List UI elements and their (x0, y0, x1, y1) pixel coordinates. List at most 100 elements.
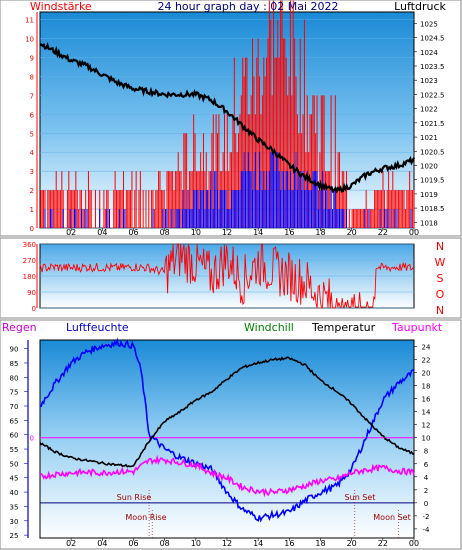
y-humidity-tick-label: 50 (10, 460, 19, 468)
y-humidity-tick-label: 70 (10, 403, 19, 411)
y-humidity-tick-label: 85 (10, 360, 19, 368)
y-left-tick-label: 11 (25, 17, 34, 25)
y-tick-label: 0 (32, 305, 36, 313)
direction-label: N (436, 304, 444, 317)
y-left-tick-label: 3 (30, 168, 34, 176)
y-left-tick-label: 9 (30, 54, 34, 62)
y-temp-tick-label: -4 (423, 526, 431, 534)
x-tick-label: 22 (378, 539, 388, 548)
y-right-tick-label: 1023.5 (420, 63, 445, 71)
label-windchill: Windchill (244, 321, 294, 334)
y-temp-tick-label: 20 (422, 370, 431, 378)
y-right-tick-label: 1018.5 (420, 205, 445, 213)
y-right-tick-label: 1018 (420, 219, 438, 227)
x-tick-label: 18 (315, 539, 325, 548)
panel-temp-plot (39, 339, 415, 539)
x-tick-label: 14 (253, 539, 263, 548)
label-regen: Regen (2, 321, 37, 334)
event-sun-set: Sun Set (345, 493, 376, 502)
y-left-tick-label: 6 (30, 111, 35, 119)
x-tick-label: 12 (222, 228, 232, 237)
humidity-line (39, 337, 415, 523)
y-right-tick-label: 1020.5 (420, 148, 445, 156)
x-tick-label: 16 (284, 228, 294, 237)
x-tick-label: 12 (222, 539, 232, 548)
y-humidity-tick-label: 30 (10, 518, 19, 526)
label-luftdruck: Luftdruck (394, 0, 446, 13)
y-tick-label: 270 (23, 257, 36, 265)
y-right-tick-label: 1021 (420, 134, 438, 142)
y-right-tick-label: 1023 (420, 77, 438, 85)
y-humidity-tick-label: 65 (10, 417, 19, 425)
y-temp-tick-label: 8 (424, 448, 428, 456)
x-tick-label: 02 (66, 228, 76, 237)
temperature-line (39, 356, 415, 468)
x-tick-label: 00 (409, 539, 419, 548)
y-humidity-tick-label: 55 (10, 446, 19, 454)
y-humidity-tick-label: 75 (10, 389, 19, 397)
panel-direction-frame (0, 237, 462, 319)
x-tick-label: 16 (284, 539, 294, 548)
y-humidity-tick-label: 25 (10, 532, 19, 540)
y-left-tick-label: 1 (30, 206, 34, 214)
y-left-tick-label: 5 (30, 130, 34, 138)
y-tick-label: 180 (23, 273, 36, 281)
direction-label: S (437, 272, 444, 285)
x-tick-label: 00 (409, 228, 419, 237)
y-humidity-tick-label: 60 (10, 432, 19, 440)
x-tick-label: 22 (378, 228, 388, 237)
x-tick-label: 02 (66, 539, 76, 548)
direction-label: O (436, 288, 445, 301)
rain-tick-label: 0 (30, 435, 34, 443)
x-tick-label: 10 (191, 228, 201, 237)
y-temp-tick-label: 24 (422, 344, 431, 352)
y-humidity-tick-label: 35 (10, 503, 19, 511)
wind-direction-line (39, 243, 414, 309)
y-humidity-tick-label: 80 (10, 374, 19, 382)
y-right-tick-label: 1021.5 (420, 120, 445, 128)
pressure-line (39, 41, 415, 195)
y-temp-tick-label: 16 (422, 396, 431, 404)
y-tick-label: 360 (23, 241, 36, 249)
x-tick-label: 14 (253, 228, 263, 237)
direction-label: N (436, 240, 444, 253)
dewpoint-line (39, 454, 415, 498)
y-temp-tick-label: 6 (424, 461, 429, 469)
x-tick-label: 20 (347, 228, 357, 237)
label-temperatur: Temperatur (311, 321, 376, 334)
y-right-tick-label: 1019.5 (420, 177, 445, 185)
y-temp-tick-label: 14 (422, 409, 431, 417)
direction-label: W (435, 256, 446, 269)
y-right-tick-label: 1024.5 (420, 35, 445, 43)
y-left-tick-label: 0 (30, 225, 34, 233)
y-temp-tick-label: 4 (424, 474, 429, 482)
y-right-tick-label: 1020 (420, 162, 438, 170)
x-tick-label: 04 (97, 539, 107, 548)
chart-title: 24 hour graph day : 02 Mai 2022 (157, 0, 338, 13)
y-temp-tick-label: 2 (424, 487, 428, 495)
y-left-tick-label: 10 (25, 36, 34, 44)
panel-wind-pressure-frame (0, 0, 462, 237)
x-tick-label: 08 (160, 539, 170, 548)
panel-temp-frame (0, 319, 462, 550)
y-humidity-tick-label: 90 (10, 346, 19, 354)
label-taupunkt: Taupunkt (391, 321, 443, 334)
event-moon-set: Moon Set (373, 513, 410, 522)
y-left-tick-label: 7 (30, 92, 34, 100)
y-left-tick-label: 4 (30, 149, 35, 157)
y-temp-tick-label: 18 (422, 383, 431, 391)
y-right-tick-label: 1022.5 (420, 91, 445, 99)
y-humidity-tick-label: 40 (10, 489, 19, 497)
x-tick-label: 20 (347, 539, 357, 548)
y-left-tick-label: 8 (30, 73, 34, 81)
x-tick-label: 06 (128, 228, 138, 237)
y-left-tick-label: 2 (30, 187, 34, 195)
y-temp-tick-label: 12 (422, 422, 431, 430)
event-moon-rise: Moon Rise (125, 513, 166, 522)
y-humidity-tick-label: 45 (10, 475, 19, 483)
event-sun-rise: Sun Rise (117, 493, 152, 502)
y-right-tick-label: 1024 (420, 49, 438, 57)
x-tick-label: 08 (160, 228, 170, 237)
y-right-tick-label: 1019 (420, 191, 438, 199)
